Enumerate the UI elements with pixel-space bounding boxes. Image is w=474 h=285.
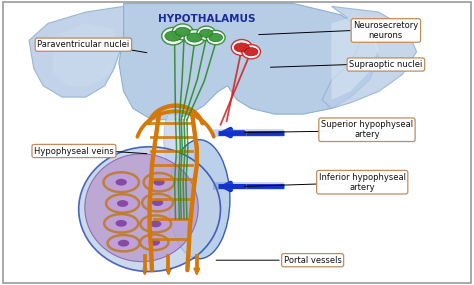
Polygon shape [29,6,124,97]
Text: Supraoptic nuclei: Supraoptic nuclei [349,60,422,69]
Circle shape [117,200,128,207]
Circle shape [200,29,213,37]
Ellipse shape [106,194,139,213]
Circle shape [152,199,163,206]
Ellipse shape [184,30,205,46]
Circle shape [187,33,202,42]
Text: Inferior hypophyseal
artery: Inferior hypophyseal artery [319,172,406,192]
Ellipse shape [103,172,139,192]
Circle shape [154,179,164,186]
Ellipse shape [142,194,173,211]
Circle shape [234,43,249,52]
Ellipse shape [140,215,171,232]
Circle shape [245,48,258,56]
Polygon shape [164,114,185,171]
Circle shape [165,31,182,41]
Ellipse shape [197,26,216,40]
Circle shape [116,179,127,186]
Ellipse shape [85,154,198,262]
Text: Hypophyseal veins: Hypophyseal veins [34,146,114,156]
Polygon shape [119,3,379,120]
Polygon shape [331,18,379,100]
Polygon shape [53,23,119,86]
Ellipse shape [231,40,252,55]
Text: Neurosecretory
neurons: Neurosecretory neurons [353,21,419,40]
Text: HYPOTHALAMUS: HYPOTHALAMUS [157,14,255,24]
Text: Superior hypophyseal
artery: Superior hypophyseal artery [321,120,413,139]
Ellipse shape [168,140,230,259]
Ellipse shape [172,24,193,40]
Circle shape [118,240,129,247]
Circle shape [209,33,222,42]
Ellipse shape [242,44,261,59]
Text: Paraventricular nuclei: Paraventricular nuclei [37,40,129,49]
Circle shape [149,239,160,246]
Circle shape [175,27,190,36]
Ellipse shape [79,147,220,272]
FancyBboxPatch shape [3,2,471,283]
Ellipse shape [108,235,140,251]
Ellipse shape [162,27,185,45]
Ellipse shape [104,214,138,233]
Ellipse shape [206,30,225,45]
Text: Portal vessels: Portal vessels [283,256,342,265]
Polygon shape [322,6,417,109]
Circle shape [116,220,127,227]
Circle shape [150,221,161,227]
Ellipse shape [144,173,174,192]
Ellipse shape [140,235,168,250]
